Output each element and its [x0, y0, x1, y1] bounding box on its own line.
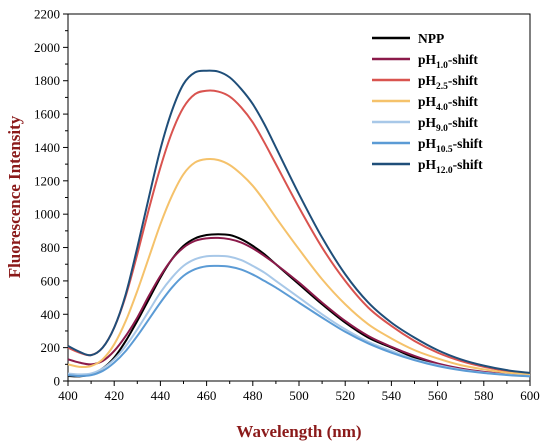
series-line: [67, 264, 531, 378]
plot-frame: [67, 13, 531, 382]
y-tick-label: 0: [54, 374, 61, 389]
series-layer: [67, 69, 531, 378]
legend-label: NPP: [418, 31, 444, 46]
x-tick-label: 440: [151, 388, 171, 403]
legend-label: pH12.0-shift: [418, 157, 483, 176]
y-tick-label: 1200: [34, 173, 60, 188]
y-tick-label: 800: [41, 240, 61, 255]
x-tick-label: 500: [289, 388, 309, 403]
x-axis: 400 420 440 460 480 500 520 540 560 580 600: [58, 381, 540, 403]
series-line: [67, 157, 531, 376]
legend-label: pH1.0-shift: [418, 52, 478, 71]
legend-label: pH2.5-shift: [418, 73, 478, 92]
series-line: [67, 233, 531, 378]
x-tick-label: 420: [104, 388, 124, 403]
x-tick-label: 560: [428, 388, 448, 403]
y-tick-label: 1000: [34, 207, 60, 222]
y-tick-label: 1600: [34, 107, 60, 122]
y-tick-label: 600: [41, 273, 61, 288]
legend-label: pH10.5-shift: [418, 136, 483, 155]
x-tick-label: 400: [58, 388, 78, 403]
legend-label: pH9.0-shift: [418, 115, 478, 134]
legend: NPP pH1.0-shift pH2.5-shift pH4.0-shift pH9.…: [372, 31, 483, 176]
y-tick-label: 400: [41, 307, 61, 322]
x-tick-label: 460: [197, 388, 217, 403]
y-tick-label: 2000: [34, 40, 60, 55]
y-tick-label: 200: [41, 340, 61, 355]
x-tick-label: 580: [474, 388, 494, 403]
x-tick-label: 520: [335, 388, 355, 403]
y-axis-title: Fluorescence Intensity: [5, 115, 24, 278]
series-line: [67, 236, 531, 377]
y-tick-label: 1400: [34, 140, 60, 155]
y-tick-label: 1800: [34, 73, 60, 88]
x-tick-label: 540: [382, 388, 402, 403]
y-axis: 0 200 400 600 800 1000 1200 1400 1600 1800 2000 220…: [34, 7, 68, 389]
x-tick-label: 600: [520, 388, 540, 403]
y-tick-label: 2200: [34, 7, 60, 22]
x-axis-title: Wavelength (nm): [236, 422, 361, 441]
series-line: [67, 69, 531, 374]
x-tick-label: 480: [243, 388, 263, 403]
legend-label: pH4.0-shift: [418, 94, 478, 113]
